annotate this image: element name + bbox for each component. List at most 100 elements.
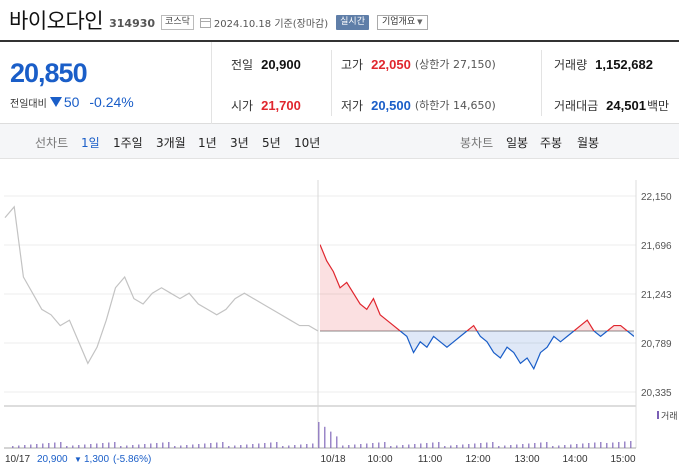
tab-1year[interactable]: 1년 bbox=[198, 136, 217, 150]
change-label: 전일대비 bbox=[10, 98, 47, 110]
volume-bar bbox=[186, 445, 188, 448]
open-label: 시가 bbox=[231, 98, 254, 113]
low-cell: 저가 20,500 (하한가 14,650) bbox=[341, 95, 496, 115]
volume-value: 1,152,682 bbox=[595, 56, 653, 72]
tab-10years[interactable]: 10년 bbox=[294, 136, 321, 150]
volume-bar bbox=[24, 445, 26, 448]
volume-bar bbox=[342, 445, 344, 448]
company-overview-button[interactable]: 기업개요 ▼ bbox=[376, 14, 428, 30]
volume-bar bbox=[600, 442, 602, 448]
volume-bar bbox=[528, 443, 530, 448]
prev-day-change-pct: (-5.86%) bbox=[113, 454, 151, 465]
x-tick-label: 12:00 bbox=[465, 454, 490, 465]
volume-bar bbox=[132, 445, 134, 448]
change-percent: -0.24% bbox=[89, 94, 134, 110]
line-chart-label: 선차트 bbox=[35, 136, 69, 150]
volume-bar bbox=[438, 442, 440, 448]
volume-bar bbox=[300, 444, 302, 448]
volume-bar bbox=[552, 446, 554, 448]
volume-bar bbox=[456, 445, 458, 448]
volume-bar bbox=[318, 422, 320, 448]
volume-bar bbox=[108, 442, 110, 448]
current-price: 20,850 bbox=[10, 58, 88, 88]
volume-bar bbox=[312, 443, 314, 448]
tab-weekly[interactable]: 주봉 bbox=[540, 136, 563, 150]
volume-bar bbox=[204, 443, 206, 448]
price-line-down bbox=[399, 330, 634, 371]
volume-bar bbox=[78, 445, 80, 448]
chevron-down-icon: ▼ bbox=[417, 17, 423, 26]
tab-3years[interactable]: 3년 bbox=[230, 136, 249, 150]
tab-3months[interactable]: 3개월 bbox=[156, 136, 186, 150]
volume-bar bbox=[570, 444, 572, 448]
realtime-button[interactable]: 실시간 bbox=[336, 14, 369, 30]
x-tick-label: 15:00 bbox=[610, 454, 635, 465]
tab-1week[interactable]: 1주일 bbox=[113, 136, 143, 150]
volume-bar bbox=[270, 442, 272, 448]
y-tick-label: 21,243 bbox=[641, 290, 672, 301]
y-tick-label: 20,335 bbox=[641, 388, 672, 399]
volume-bar bbox=[264, 443, 266, 448]
volume-bar bbox=[306, 444, 308, 448]
volume-bar bbox=[144, 444, 146, 448]
x-tick-label: 13:00 bbox=[514, 454, 539, 465]
volume-bar bbox=[492, 442, 494, 448]
volume-bar bbox=[408, 444, 410, 448]
volume-bar bbox=[18, 445, 20, 448]
volume-bar bbox=[198, 444, 200, 448]
volume-bar bbox=[36, 444, 38, 448]
volume-bar bbox=[60, 442, 62, 448]
volume-bar bbox=[12, 446, 14, 448]
volume-bar bbox=[120, 446, 122, 448]
tab-5years[interactable]: 5년 bbox=[262, 136, 281, 150]
volume-bar bbox=[420, 443, 422, 448]
lower-limit: (하한가 14,650) bbox=[414, 99, 496, 112]
market-tag: 코스닥 bbox=[161, 14, 194, 30]
volume-bar bbox=[96, 443, 98, 448]
volume-bar bbox=[102, 443, 104, 448]
amount-unit: 백만 bbox=[646, 98, 670, 113]
volume-legend-label: 거래 bbox=[661, 411, 678, 422]
volume-bar bbox=[450, 445, 452, 448]
y-tick-label: 21,696 bbox=[641, 241, 672, 252]
volume-bar bbox=[294, 445, 296, 448]
stock-header: 바이오다인 314930 코스닥 2024.10.18 기준(장마감) 실시간 … bbox=[0, 0, 679, 40]
volume-bar bbox=[336, 436, 338, 448]
volume-bar bbox=[564, 445, 566, 448]
volume-bar bbox=[126, 445, 128, 448]
tab-1day[interactable]: 1일 bbox=[81, 136, 100, 150]
volume-bar bbox=[366, 443, 368, 448]
volume-bar bbox=[282, 446, 284, 448]
intraday-chart[interactable]: 22,150 21,696 21,243 20,789 20,335 거래 10/18 10:… bbox=[0, 160, 679, 474]
volume-bar bbox=[372, 443, 374, 448]
prev-day-line bbox=[4, 205, 319, 365]
volume-bar bbox=[48, 443, 50, 448]
price-line-up bbox=[320, 244, 629, 331]
volume-bar bbox=[354, 444, 356, 448]
tab-daily[interactable]: 일봉 bbox=[506, 136, 529, 150]
amount-label: 거래대금 bbox=[554, 98, 599, 113]
prev-day-change: 1,300 bbox=[84, 454, 109, 465]
reference-date: 2024.10.18 기준(장마감) bbox=[213, 19, 329, 30]
volume-bar bbox=[474, 443, 476, 448]
up-area bbox=[320, 244, 634, 331]
volume-bar bbox=[114, 442, 116, 448]
volume-bar bbox=[486, 442, 488, 448]
current-price-box: 20,850 전일대비 50 -0.24% bbox=[0, 42, 212, 124]
volume-bar bbox=[432, 442, 434, 448]
x-tick-label: 11:00 bbox=[418, 454, 443, 465]
volume-bar bbox=[426, 443, 428, 448]
volume-bar bbox=[150, 443, 152, 448]
volume-bar bbox=[576, 444, 578, 448]
volume-bar bbox=[480, 443, 482, 448]
volume-bar bbox=[630, 441, 632, 448]
volume-bar bbox=[324, 426, 326, 448]
change-row: 전일대비 50 -0.24% bbox=[10, 94, 134, 110]
volume-bar bbox=[594, 442, 596, 448]
candle-chart-label: 봉차트 bbox=[460, 136, 494, 150]
volume-bar bbox=[234, 445, 236, 448]
volume-bar bbox=[180, 445, 182, 448]
high-label: 고가 bbox=[341, 57, 364, 72]
volume-bar bbox=[522, 444, 524, 448]
tab-monthly[interactable]: 월봉 bbox=[577, 136, 600, 150]
